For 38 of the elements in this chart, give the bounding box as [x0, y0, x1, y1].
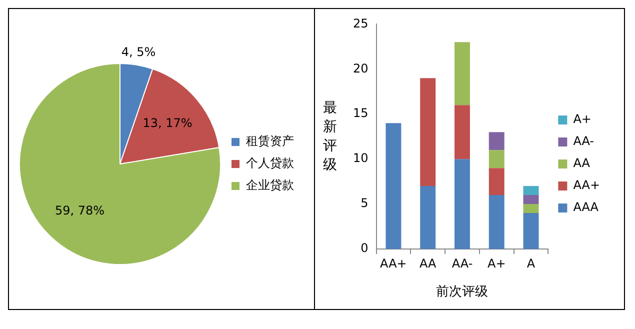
bar — [488, 150, 504, 168]
y-tick-label: 0 — [360, 241, 368, 256]
bar — [420, 78, 436, 186]
x-tick-label: AA — [419, 256, 438, 270]
legend-label: A+ — [573, 112, 592, 126]
legend-label: 企业贷款 — [246, 178, 294, 192]
data-label: 59, 78% — [54, 204, 105, 218]
x-axis-title: 前次评级 — [436, 284, 488, 300]
data-label: 13, 17% — [142, 116, 192, 130]
bar — [454, 105, 470, 160]
legend-label: AA- — [573, 134, 594, 148]
bar — [523, 213, 539, 249]
bar — [420, 186, 436, 249]
bar — [523, 204, 539, 214]
legend-label: AAA — [573, 200, 600, 214]
legend-label: 租赁资产 — [246, 134, 294, 148]
x-tick-label: A — [526, 256, 536, 270]
legend-label: 个人贷款 — [246, 156, 294, 170]
bar — [454, 42, 470, 106]
bar — [454, 159, 470, 249]
legend-label: AA — [573, 156, 591, 170]
x-tick-label: AA- — [452, 256, 473, 270]
y-axis-title: 最新评级 — [323, 99, 338, 175]
y-tick-label: 10 — [352, 151, 368, 166]
x-tick-label: A+ — [487, 256, 506, 270]
y-tick-label: 20 — [352, 61, 368, 76]
bar — [386, 123, 402, 249]
bar — [523, 186, 539, 196]
y-tick-label: 15 — [352, 106, 368, 120]
bar — [488, 168, 504, 196]
y-tick-label: 5 — [360, 196, 368, 210]
bar — [523, 195, 539, 204]
data-label: 4, 5% — [121, 45, 156, 60]
x-tick-label: AA+ — [380, 256, 407, 270]
y-tick-label: 25 — [352, 16, 368, 30]
bar — [488, 132, 504, 150]
bar — [488, 195, 504, 249]
legend-label: AA+ — [573, 178, 600, 192]
